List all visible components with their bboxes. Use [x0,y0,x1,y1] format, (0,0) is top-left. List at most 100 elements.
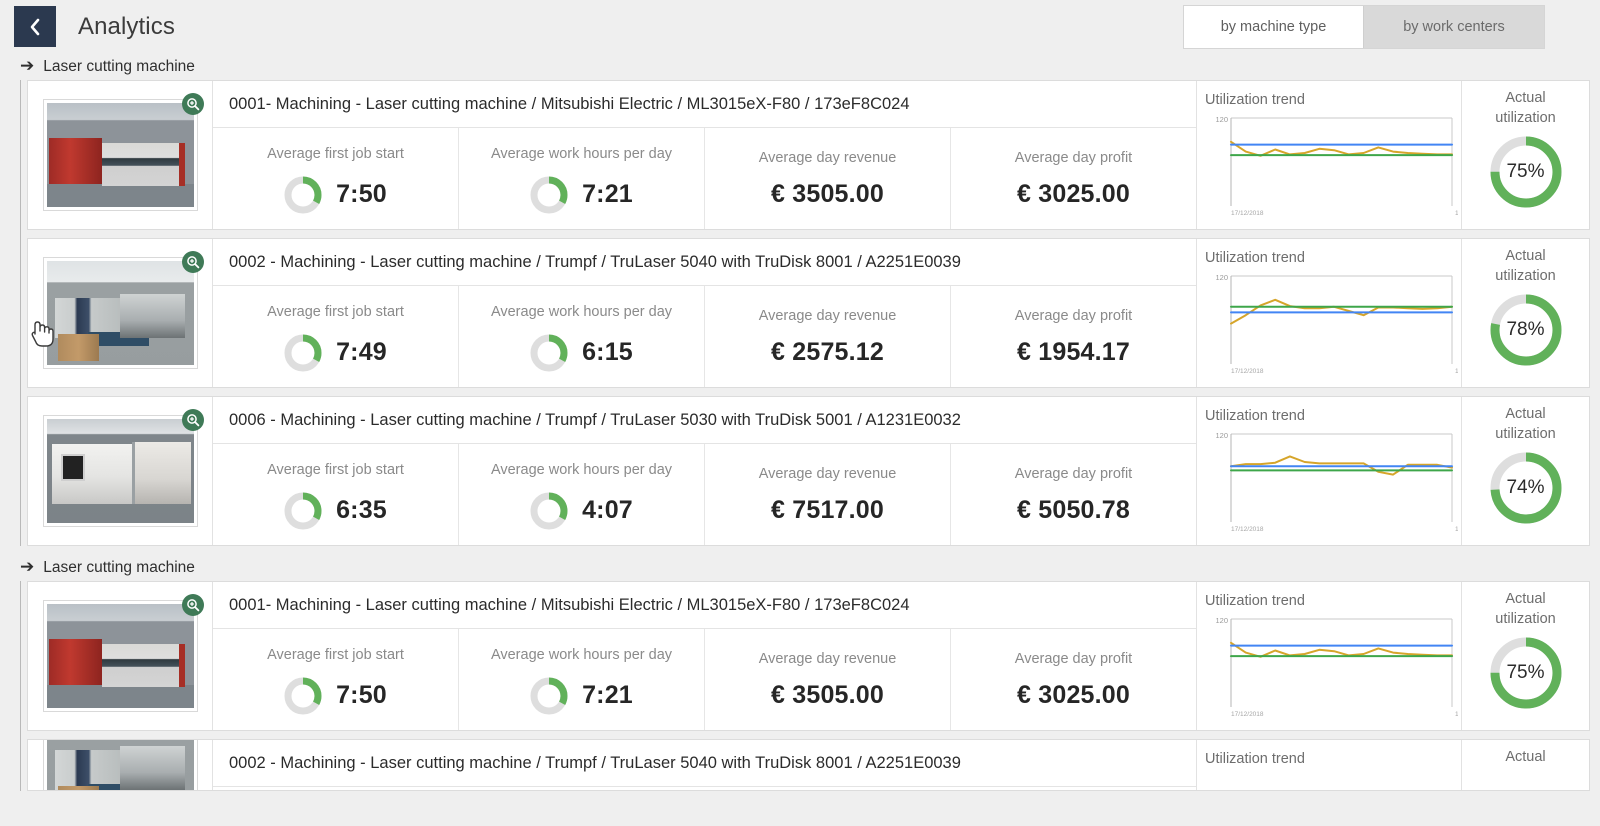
metric-value: € 1954.17 [1016,338,1131,366]
metric-label: Average day revenue [758,308,897,324]
arrow-right-icon: ➔ [20,557,35,576]
machine-thumbnail[interactable] [42,594,204,712]
metric-value: € 5050.78 [1016,496,1131,524]
utilization-gauge-ring [1490,637,1561,709]
metric-value-row: 7:50 [284,677,387,715]
metrics-row [213,787,1196,790]
group-label: Laser cutting machine [43,558,195,576]
group-header[interactable]: ➔ Laser cutting machine [0,554,1600,581]
top-bar: Analytics by machine type by work center… [0,0,1600,53]
metric-label: Average day profit [1014,308,1133,324]
machine-main-cell: 0002 - Machining - Laser cutting machine… [213,740,1197,790]
machine-thumbnail[interactable] [42,409,204,527]
svg-text:17/12/2018: 17/12/2018 [1455,526,1458,533]
machine-card[interactable]: 0006 - Machining - Laser cutting machine… [27,396,1590,546]
group-header[interactable]: ➔ Laser cutting machine [0,53,1600,80]
metric-cell: Average day profit € 1954.17 [951,286,1196,387]
metric-value: 7:49 [336,338,387,366]
mini-donut-icon [530,677,568,714]
metric-label: Average first job start [267,461,404,478]
mini-donut-icon [284,677,322,714]
metrics-row: Average first job start 7:50 Average wor… [213,128,1196,229]
metric-value: € 2575.12 [770,338,885,366]
utilization-gauge-ring [1490,136,1561,208]
utilization-gauge: 74% [1486,448,1566,528]
svg-text:120: 120 [1215,431,1228,440]
machine-thumbnail[interactable] [42,93,204,211]
group-body: 0001- Machining - Laser cutting machine … [20,581,1600,791]
utilization-trend-chart: 120 17/12/2018 17/12/2018 [1215,616,1458,718]
metric-value-row: € 5050.78 [1017,496,1130,525]
svg-text:17/12/2018: 17/12/2018 [1231,526,1264,533]
utilization-trend-chart: 120 17/12/2018 17/12/2018 [1215,431,1458,533]
zoom-in-icon[interactable] [181,409,204,431]
svg-text:17/12/2018: 17/12/2018 [1455,711,1458,718]
zoom-in-icon[interactable] [181,93,204,115]
toggle-by-work-centers[interactable]: by work centers [1364,6,1544,48]
metric-value-row: 7:21 [530,176,633,214]
machine-title: 0006 - Machining - Laser cutting machine… [213,397,1196,444]
arrow-right-icon: ➔ [20,56,35,75]
machine-photo [46,103,194,207]
svg-text:17/12/2018: 17/12/2018 [1231,368,1264,375]
metric-value-row: € 2575.12 [771,338,884,367]
metric-label: Average day profit [1014,466,1133,482]
machine-thumbnail[interactable] [42,251,204,369]
chart-title: Utilization trend [1205,593,1305,609]
metric-value-row: 6:15 [530,334,633,372]
metric-label: Average day profit [1014,651,1133,667]
machine-card[interactable]: 0002 - Machining - Laser cutting machine… [27,238,1590,388]
metric-value: 6:15 [582,338,633,366]
machine-main-cell: 0006 - Machining - Laser cutting machine… [213,397,1197,545]
svg-text:17/12/2018: 17/12/2018 [1231,711,1264,718]
machine-thumbnail-cell [28,239,213,387]
metric-cell: Average first job start 7:50 [213,128,459,229]
metric-cell: Average day revenue € 7517.00 [705,444,951,545]
machine-card[interactable]: 0001- Machining - Laser cutting machine … [27,80,1590,230]
metric-cell: Average day revenue € 3505.00 [705,128,951,229]
machine-card[interactable]: 0001- Machining - Laser cutting machine … [27,581,1590,731]
utilization-gauge-ring [1490,452,1561,524]
metric-value: € 3505.00 [770,180,885,208]
metric-value-row: 7:49 [284,334,387,372]
metric-label: Average day revenue [758,651,897,667]
metric-value-row: € 3025.00 [1017,681,1130,710]
metric-cell: Average day revenue € 3505.00 [705,629,951,730]
gauge-title: Actual utilization [1495,591,1556,627]
svg-text:17/12/2018: 17/12/2018 [1231,210,1264,217]
machine-thumbnail[interactable] [42,740,198,790]
metric-value-row: 7:50 [284,176,387,214]
view-mode-toggle: by machine type by work centers [1183,5,1545,49]
utilization-gauge-ring [1490,294,1561,366]
page-title: Analytics [78,12,175,40]
metrics-row: Average first job start 7:49 Average wor… [213,286,1196,387]
metric-label: Average work hours per day [490,461,673,478]
utilization-trend-cell: Utilization trend 120 17/12/2018 17/12/201… [1197,397,1462,545]
metric-value-row: € 3025.00 [1017,180,1130,209]
machine-photo [46,740,194,790]
metric-label: Average day revenue [758,150,897,166]
metric-cell: Average day profit € 5050.78 [951,444,1196,545]
metric-label: Average day profit [1014,150,1133,166]
metric-value: € 3025.00 [1016,681,1131,709]
metric-value: 7:21 [582,180,633,208]
zoom-in-icon[interactable] [181,594,204,616]
gauge-title: Actual utilization [1495,90,1556,126]
analytics-scroll-area[interactable]: ➔ Laser cutting machine 0001- Machining … [0,53,1600,826]
mini-donut-icon [284,492,322,529]
gauge-title: Actual [1505,749,1546,765]
utilization-percent: 75% [1506,662,1545,684]
utilization-trend-chart: 120 17/12/2018 17/12/2018 [1215,115,1458,217]
back-button[interactable] [14,6,56,47]
machine-photo [46,261,194,365]
metric-value-row: € 3505.00 [771,180,884,209]
zoom-in-icon[interactable] [181,251,204,273]
metric-value: 7:21 [582,681,633,709]
machine-title: 0002 - Machining - Laser cutting machine… [213,239,1196,286]
group-label: Laser cutting machine [43,57,195,75]
actual-utilization-cell: Actual [1462,740,1589,790]
utilization-trend-chart: 120 17/12/2018 17/12/2018 [1215,273,1458,375]
machine-card[interactable]: 0002 - Machining - Laser cutting machine… [27,739,1590,791]
toggle-by-machine-type[interactable]: by machine type [1184,6,1364,48]
metric-value: 4:07 [582,496,633,524]
